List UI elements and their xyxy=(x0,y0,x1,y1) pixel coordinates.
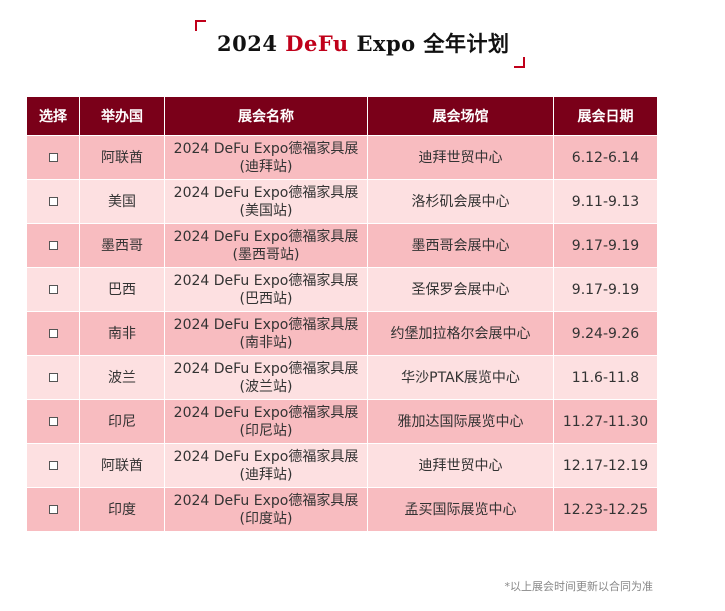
row-checkbox[interactable] xyxy=(48,460,58,470)
expo-name-cell: 2024 DeFu Expo德福家具展 (美国站) xyxy=(164,179,368,224)
column-header-select: 选择 xyxy=(26,96,80,136)
country-cell: 巴西 xyxy=(79,267,165,312)
venue-cell: 迪拜世贸中心 xyxy=(367,443,554,488)
select-cell[interactable] xyxy=(26,179,80,224)
expo-name-line2: (巴西站) xyxy=(239,290,293,307)
column-header-venue: 展会场馆 xyxy=(367,96,554,136)
expo-name-line2: (美国站) xyxy=(239,202,293,219)
row-checkbox[interactable] xyxy=(48,416,58,426)
title-block: 2024 DeFu Expo 全年计划 xyxy=(195,20,525,68)
select-cell[interactable] xyxy=(26,267,80,312)
date-cell: 11.6-11.8 xyxy=(553,355,658,400)
select-cell[interactable] xyxy=(26,135,80,180)
page-title: 2024 DeFu Expo 全年计划 xyxy=(217,28,510,58)
venue-cell: 圣保罗会展中心 xyxy=(367,267,554,312)
column-header-country: 举办国 xyxy=(79,96,165,136)
title-corner-bottom-right xyxy=(514,57,525,68)
expo-name-cell: 2024 DeFu Expo德福家具展 (迪拜站) xyxy=(164,135,368,180)
expo-name-cell: 2024 DeFu Expo德福家具展 (波兰站) xyxy=(164,355,368,400)
country-cell: 美国 xyxy=(79,179,165,224)
table-row: 墨西哥 2024 DeFu Expo德福家具展 (墨西哥站) 墨西哥会展中心 9.17-… xyxy=(26,223,658,268)
title-expo: Expo xyxy=(356,31,416,56)
expo-name-cell: 2024 DeFu Expo德福家具展 (迪拜站) xyxy=(164,443,368,488)
expo-name-cell: 2024 DeFu Expo德福家具展 (墨西哥站) xyxy=(164,223,368,268)
table-row: 巴西 2024 DeFu Expo德福家具展 (巴西站) 圣保罗会展中心 9.17-9.… xyxy=(26,267,658,312)
country-cell: 阿联酋 xyxy=(79,135,165,180)
table-row: 印度 2024 DeFu Expo德福家具展 (印度站) 孟买国际展览中心 12.23-… xyxy=(26,487,658,532)
date-cell: 9.11-9.13 xyxy=(553,179,658,224)
venue-cell: 约堡加拉格尔会展中心 xyxy=(367,311,554,356)
expo-name-line1: 2024 DeFu Expo德福家具展 xyxy=(173,448,359,465)
expo-name-cell: 2024 DeFu Expo德福家具展 (南非站) xyxy=(164,311,368,356)
title-year: 2024 xyxy=(217,31,278,56)
select-cell[interactable] xyxy=(26,355,80,400)
expo-name-line1: 2024 DeFu Expo德福家具展 xyxy=(173,140,359,157)
date-cell: 9.24-9.26 xyxy=(553,311,658,356)
select-cell[interactable] xyxy=(26,443,80,488)
expo-name-line2: (印度站) xyxy=(239,510,293,527)
date-cell: 11.27-11.30 xyxy=(553,399,658,444)
title-brand: DeFu xyxy=(285,31,349,56)
expo-name-cell: 2024 DeFu Expo德福家具展 (印尼站) xyxy=(164,399,368,444)
expo-name-line2: (印尼站) xyxy=(239,422,293,439)
expo-name-line1: 2024 DeFu Expo德福家具展 xyxy=(173,492,359,509)
venue-cell: 孟买国际展览中心 xyxy=(367,487,554,532)
venue-cell: 雅加达国际展览中心 xyxy=(367,399,554,444)
table-row: 波兰 2024 DeFu Expo德福家具展 (波兰站) 华沙PTAK展览中心 11.6… xyxy=(26,355,658,400)
table-row: 阿联酋 2024 DeFu Expo德福家具展 (迪拜站) 迪拜世贸中心 12.17-1… xyxy=(26,443,658,488)
expo-name-line1: 2024 DeFu Expo德福家具展 xyxy=(173,272,359,289)
country-cell: 波兰 xyxy=(79,355,165,400)
expo-name-line1: 2024 DeFu Expo德福家具展 xyxy=(173,184,359,201)
expo-name-cell: 2024 DeFu Expo德福家具展 (印度站) xyxy=(164,487,368,532)
expo-name-line1: 2024 DeFu Expo德福家具展 xyxy=(173,316,359,333)
footnote: *以上展会时间更新以合同为准 xyxy=(504,580,654,593)
expo-name-line2: (墨西哥站) xyxy=(232,246,300,263)
row-checkbox[interactable] xyxy=(48,328,58,338)
row-checkbox[interactable] xyxy=(48,196,58,206)
row-checkbox[interactable] xyxy=(48,240,58,250)
row-checkbox[interactable] xyxy=(48,284,58,294)
title-suffix: 全年计划 xyxy=(423,32,510,56)
expo-schedule-table: 选择 举办国 展会名称 展会场馆 展会日期 阿联酋 2024 DeFu Expo德… xyxy=(26,96,658,532)
column-header-date: 展会日期 xyxy=(553,96,658,136)
expo-name-line2: (迪拜站) xyxy=(239,466,293,483)
select-cell[interactable] xyxy=(26,399,80,444)
table-header-row: 选择 举办国 展会名称 展会场馆 展会日期 xyxy=(26,96,658,136)
venue-cell: 墨西哥会展中心 xyxy=(367,223,554,268)
table-row: 南非 2024 DeFu Expo德福家具展 (南非站) 约堡加拉格尔会展中心 9.24… xyxy=(26,311,658,356)
country-cell: 阿联酋 xyxy=(79,443,165,488)
title-corner-top-left xyxy=(195,20,206,31)
table-row: 印尼 2024 DeFu Expo德福家具展 (印尼站) 雅加达国际展览中心 11.27… xyxy=(26,399,658,444)
country-cell: 南非 xyxy=(79,311,165,356)
country-cell: 墨西哥 xyxy=(79,223,165,268)
expo-name-line1: 2024 DeFu Expo德福家具展 xyxy=(173,228,359,245)
date-cell: 9.17-9.19 xyxy=(553,267,658,312)
country-cell: 印度 xyxy=(79,487,165,532)
date-cell: 12.23-12.25 xyxy=(553,487,658,532)
venue-cell: 迪拜世贸中心 xyxy=(367,135,554,180)
country-cell: 印尼 xyxy=(79,399,165,444)
select-cell[interactable] xyxy=(26,487,80,532)
expo-name-line1: 2024 DeFu Expo德福家具展 xyxy=(173,404,359,421)
select-cell[interactable] xyxy=(26,223,80,268)
expo-name-line1: 2024 DeFu Expo德福家具展 xyxy=(173,360,359,377)
row-checkbox[interactable] xyxy=(48,152,58,162)
table-row: 阿联酋 2024 DeFu Expo德福家具展 (迪拜站) 迪拜世贸中心 6.12-6.… xyxy=(26,135,658,180)
column-header-expo-name: 展会名称 xyxy=(164,96,368,136)
row-checkbox[interactable] xyxy=(48,504,58,514)
venue-cell: 华沙PTAK展览中心 xyxy=(367,355,554,400)
expo-name-line2: (波兰站) xyxy=(239,378,293,395)
date-cell: 12.17-12.19 xyxy=(553,443,658,488)
venue-cell: 洛杉矶会展中心 xyxy=(367,179,554,224)
date-cell: 6.12-6.14 xyxy=(553,135,658,180)
expo-name-line2: (迪拜站) xyxy=(239,158,293,175)
date-cell: 9.17-9.19 xyxy=(553,223,658,268)
table-row: 美国 2024 DeFu Expo德福家具展 (美国站) 洛杉矶会展中心 9.11-9.… xyxy=(26,179,658,224)
select-cell[interactable] xyxy=(26,311,80,356)
expo-name-line2: (南非站) xyxy=(239,334,293,351)
row-checkbox[interactable] xyxy=(48,372,58,382)
expo-name-cell: 2024 DeFu Expo德福家具展 (巴西站) xyxy=(164,267,368,312)
